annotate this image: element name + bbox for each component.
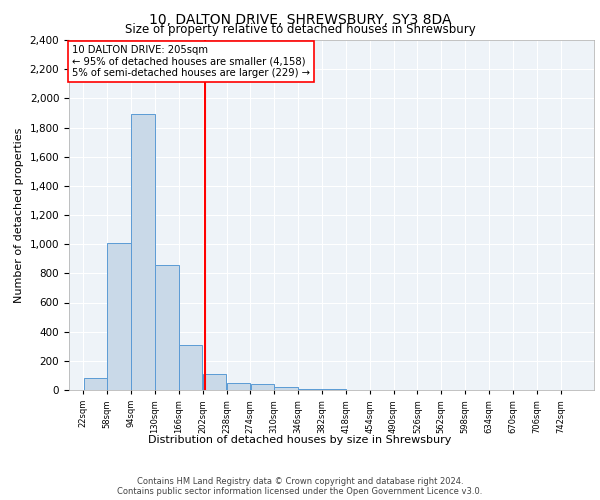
Text: Contains HM Land Registry data © Crown copyright and database right 2024.
Contai: Contains HM Land Registry data © Crown c… [118, 476, 482, 496]
Y-axis label: Number of detached properties: Number of detached properties [14, 128, 24, 302]
Bar [179, 345, 202, 390]
Bar [251, 384, 274, 390]
Bar [107, 242, 131, 390]
Text: Size of property relative to detached houses in Shrewsbury: Size of property relative to detached ho… [125, 22, 475, 36]
Bar [227, 382, 250, 390]
Text: Distribution of detached houses by size in Shrewsbury: Distribution of detached houses by size … [148, 435, 452, 445]
Bar [83, 378, 107, 390]
Bar [131, 114, 155, 390]
Bar [274, 387, 298, 390]
Bar [155, 264, 179, 390]
Text: 10 DALTON DRIVE: 205sqm
← 95% of detached houses are smaller (4,158)
5% of semi-: 10 DALTON DRIVE: 205sqm ← 95% of detache… [71, 46, 310, 78]
Text: 10, DALTON DRIVE, SHREWSBURY, SY3 8DA: 10, DALTON DRIVE, SHREWSBURY, SY3 8DA [149, 12, 451, 26]
Bar [203, 374, 226, 390]
